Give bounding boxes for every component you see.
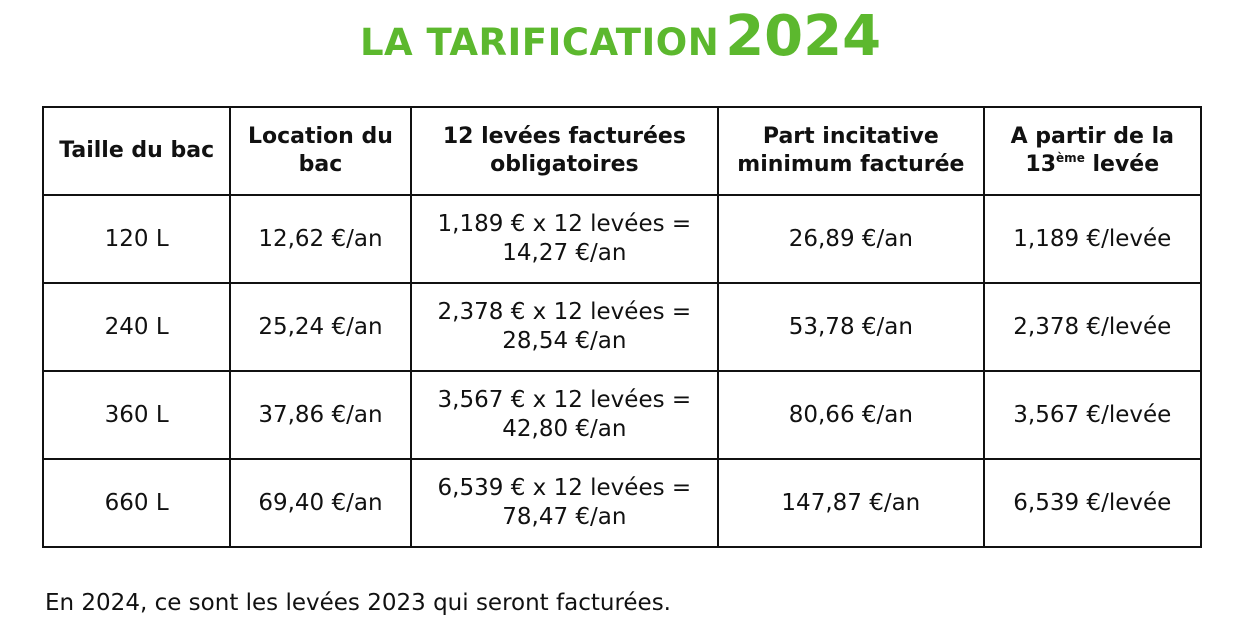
header-bin-rental-line1: Location du [247,124,393,149]
header-from-13th-line2: 13ème levée [989,151,1196,179]
cell-from-13th: 2,378 €/levée [982,282,1203,372]
table-row: 360 L 37,86 €/an 3,567 € x 12 levées = 4… [41,370,1203,460]
header-13-suffix: levée [1084,152,1160,177]
cell-pickups-formula: 3,567 € x 12 levées = [437,387,692,413]
cell-bin-rental: 37,86 €/an [229,370,412,460]
table-row: 240 L 25,24 €/an 2,378 € x 12 levées = 2… [41,282,1203,372]
header-mandatory-pickups: 12 levées facturées obligatoires [409,106,720,196]
cell-bin-size: 120 L [41,194,232,284]
cell-bin-rental: 25,24 €/an [229,282,412,372]
pricing-table: Taille du bac Location du bac 12 levées … [41,106,1203,548]
cell-incentive-part: 147,87 €/an [717,458,985,548]
cell-pickups-total: 78,47 €/an [502,504,627,530]
cell-bin-size: 360 L [41,370,232,460]
cell-bin-size: 240 L [41,282,232,372]
header-bin-size-label: Taille du bac [59,138,215,163]
header-bin-size: Taille du bac [41,106,232,196]
cell-from-13th: 1,189 €/levée [982,194,1203,284]
cell-pickups-total: 28,54 €/an [502,328,627,354]
header-mandatory-pickups-line2: obligatoires [490,152,639,177]
cell-incentive-part: 80,66 €/an [717,370,985,460]
page-title: LA TARIFICATION 2024 [0,4,1241,69]
title-text: LA TARIFICATION [359,21,720,64]
cell-pickups-total: 42,80 €/an [502,416,627,442]
table-row: 120 L 12,62 €/an 1,189 € x 12 levées = 1… [41,194,1203,284]
cell-mandatory-pickups: 6,539 € x 12 levées = 78,47 €/an [409,458,720,548]
header-bin-rental: Location du bac [229,106,412,196]
cell-from-13th: 6,539 €/levée [982,458,1203,548]
title-year: 2024 [725,4,882,69]
header-bin-rental-line2: bac [298,152,343,177]
header-13-number: 13 [1025,152,1057,177]
header-incentive-part-line1: Part incitative [762,124,939,149]
cell-pickups-formula: 6,539 € x 12 levées = [437,475,692,501]
cell-bin-size: 660 L [41,458,232,548]
cell-mandatory-pickups: 1,189 € x 12 levées = 14,27 €/an [409,194,720,284]
table-row: 660 L 69,40 €/an 6,539 € x 12 levées = 7… [41,458,1203,548]
cell-from-13th: 3,567 €/levée [982,370,1203,460]
header-mandatory-pickups-line1: 12 levées facturées [442,124,686,149]
cell-bin-rental: 69,40 €/an [229,458,412,548]
cell-incentive-part: 53,78 €/an [717,282,985,372]
header-incentive-part: Part incitative minimum facturée [717,106,985,196]
cell-incentive-part: 26,89 €/an [717,194,985,284]
cell-pickups-formula: 2,378 € x 12 levées = [437,299,692,325]
header-from-13th-pickup: A partir de la 13ème levée [982,106,1203,196]
cell-pickups-total: 14,27 €/an [502,240,627,266]
cell-mandatory-pickups: 2,378 € x 12 levées = 28,54 €/an [409,282,720,372]
header-from-13th-line1: A partir de la [1010,124,1174,149]
cell-pickups-formula: 1,189 € x 12 levées = [437,211,692,237]
cell-bin-rental: 12,62 €/an [229,194,412,284]
table-header-row: Taille du bac Location du bac 12 levées … [41,106,1203,196]
footnote: En 2024, ce sont les levées 2023 qui ser… [45,590,671,616]
header-incentive-part-line2: minimum facturée [737,152,965,177]
header-13-superscript: ème [1056,151,1085,165]
cell-mandatory-pickups: 3,567 € x 12 levées = 42,80 €/an [409,370,720,460]
